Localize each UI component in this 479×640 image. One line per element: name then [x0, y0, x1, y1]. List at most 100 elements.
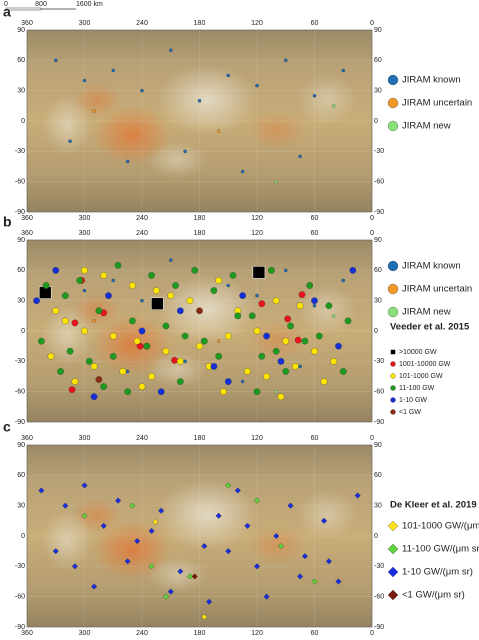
marker: [258, 300, 266, 308]
legend-swatch: [390, 361, 396, 367]
x-tick-label: 360: [21, 215, 33, 222]
x-tick-label: 360: [21, 435, 33, 442]
legend-label: >10000 GW: [399, 349, 437, 356]
y-tick-label: 60: [17, 267, 25, 274]
marker: [148, 373, 155, 380]
marker: [200, 337, 208, 345]
x-tick-label: 180: [194, 215, 206, 222]
scale-label: 1600 km: [76, 1, 103, 8]
y-tick-label: 30: [17, 88, 25, 95]
map-frame: [26, 29, 373, 213]
y-tick-label: 0: [21, 118, 25, 125]
y-tick-label: 0: [374, 533, 378, 540]
y-tick-label: -60: [374, 179, 384, 186]
marker: [148, 272, 155, 279]
marker: [81, 512, 88, 519]
marker: [344, 317, 352, 325]
x-tick-label: 60: [311, 230, 319, 237]
x-tick-label: 300: [79, 230, 91, 237]
x-tick-label: 120: [251, 20, 263, 27]
panel-label: c: [3, 419, 11, 435]
marker: [253, 563, 261, 570]
marker: [277, 357, 285, 365]
marker: [306, 282, 314, 289]
marker: [52, 307, 60, 315]
marker: [225, 482, 232, 489]
marker: [186, 573, 193, 580]
marker: [95, 376, 103, 383]
marker: [152, 518, 159, 525]
legend-label: 101-1000 GW/(μm sr): [402, 521, 479, 532]
x-tick-label: 0: [370, 630, 374, 637]
x-tick-label: 240: [136, 435, 148, 442]
legend-swatch: [387, 589, 399, 601]
marker: [109, 332, 117, 340]
marker: [277, 543, 284, 550]
marker: [111, 68, 116, 73]
legend-label: 1001-10000 GW: [399, 361, 451, 368]
y-tick-label: 60: [374, 57, 382, 64]
marker: [272, 347, 280, 355]
marker: [298, 364, 302, 369]
marker: [167, 292, 175, 299]
y-tick-label: -60: [15, 179, 25, 186]
marker: [81, 482, 88, 489]
marker: [325, 558, 332, 565]
marker: [95, 307, 103, 315]
marker: [143, 342, 151, 350]
marker: [291, 363, 299, 370]
x-tick-label: 0: [370, 435, 374, 442]
y-tick-label: -30: [374, 358, 384, 365]
marker: [177, 568, 184, 575]
scale-bar: [5, 7, 76, 11]
marker: [255, 83, 259, 88]
marker: [282, 337, 290, 345]
marker: [71, 563, 78, 570]
marker: [312, 93, 317, 98]
marker: [253, 327, 261, 335]
y-tick-label: -90: [15, 624, 25, 631]
y-tick-label: 60: [374, 267, 382, 274]
marker: [253, 388, 261, 396]
x-tick-label: 60: [311, 20, 319, 27]
marker: [224, 378, 232, 385]
marker: [168, 258, 173, 262]
marker: [124, 558, 131, 565]
marker: [282, 368, 290, 375]
x-tick-label: 0: [370, 230, 374, 237]
marker: [272, 297, 280, 305]
y-tick-label: -60: [374, 594, 384, 601]
marker: [297, 573, 304, 580]
marker: [229, 272, 237, 279]
legend-swatch: [390, 385, 396, 391]
y-tick-label: -30: [374, 148, 384, 155]
marker: [42, 282, 50, 289]
marker: [114, 261, 122, 269]
marker: [210, 363, 218, 370]
y-tick-label: 0: [374, 118, 378, 125]
x-tick-label: 180: [194, 630, 206, 637]
marker: [284, 315, 292, 323]
marker: [167, 588, 174, 595]
marker: [197, 99, 202, 103]
marker: [201, 613, 208, 620]
x-tick-label: 180: [194, 230, 206, 237]
marker: [311, 297, 318, 305]
marker: [349, 266, 357, 274]
legend-label: 11-100 GW/(μm sr): [402, 544, 479, 555]
marker: [76, 277, 84, 284]
marker: [331, 314, 336, 318]
marker: [125, 369, 130, 374]
marker: [239, 292, 246, 299]
marker: [162, 593, 169, 600]
x-tick-label: 0: [370, 215, 374, 222]
y-tick-label: -90: [374, 624, 384, 631]
marker: [234, 487, 241, 494]
marker: [263, 332, 270, 340]
marker: [91, 583, 98, 590]
marker: [81, 327, 88, 335]
marker: [158, 507, 165, 514]
marker: [138, 327, 146, 335]
legend-swatch: [390, 409, 396, 415]
marker: [140, 88, 144, 93]
